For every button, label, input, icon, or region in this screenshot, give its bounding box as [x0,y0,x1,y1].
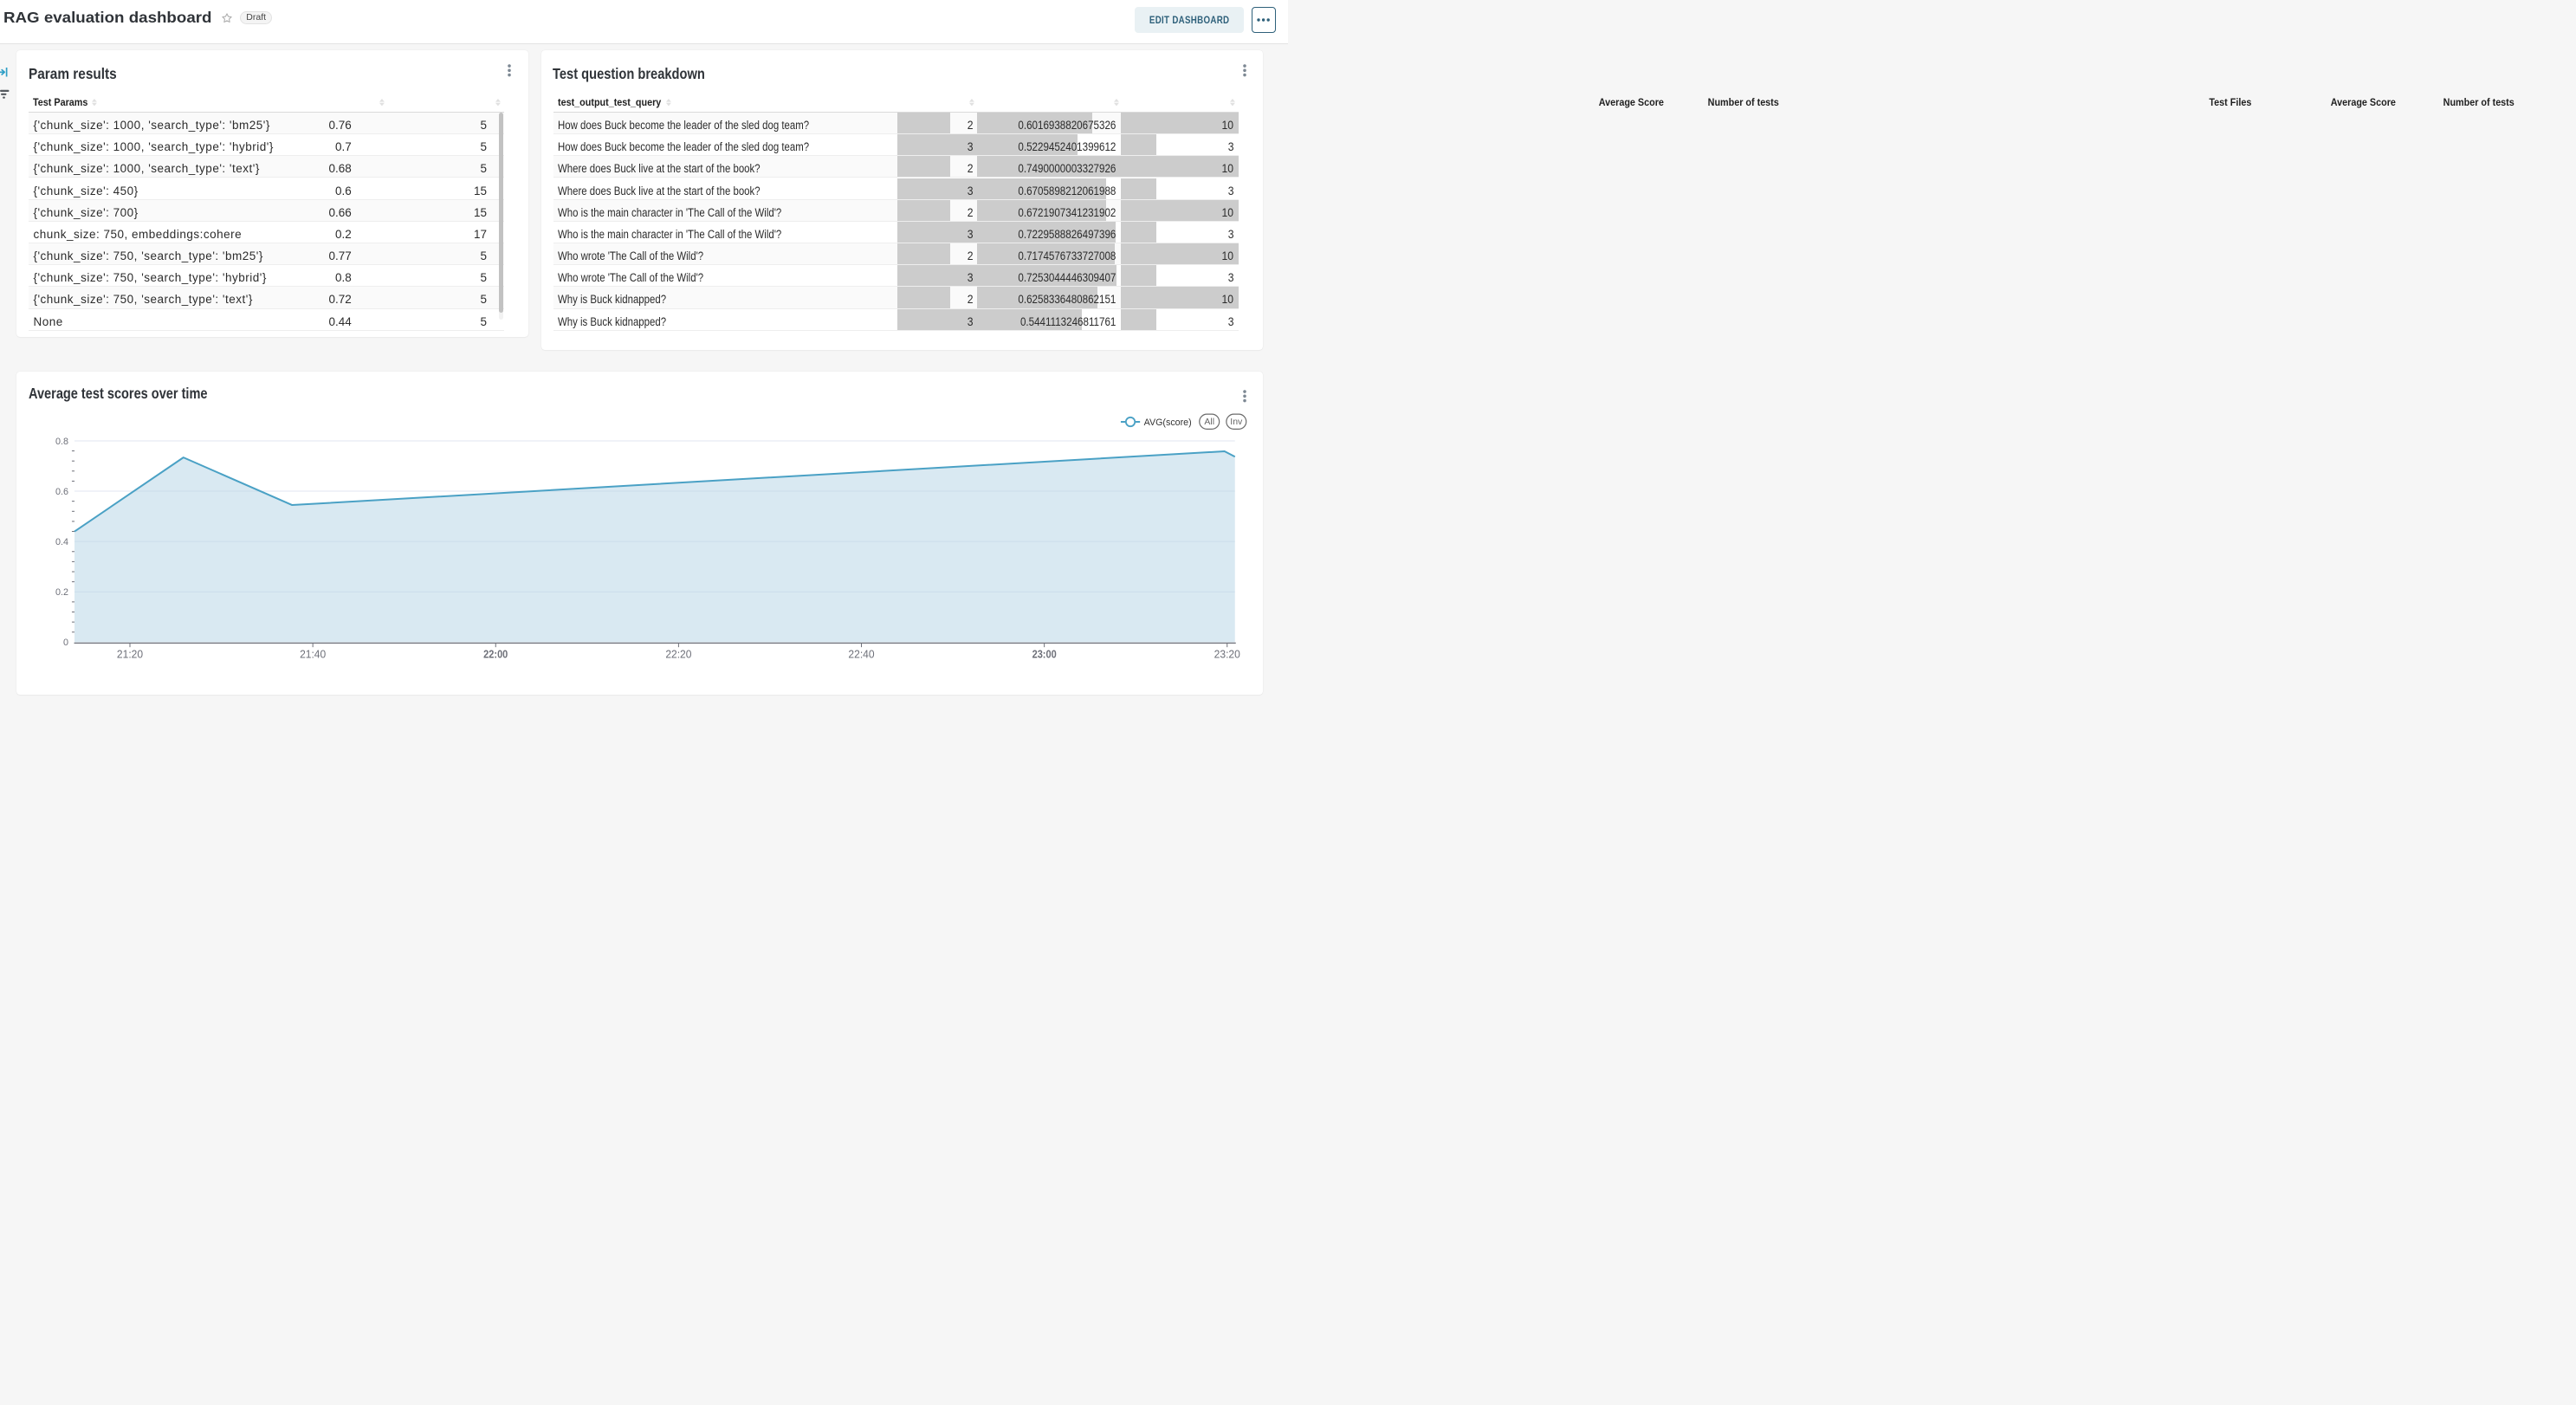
svg-text:22:20: 22:20 [666,648,692,660]
svg-text:23:00: 23:00 [1032,648,1057,661]
svg-text:0: 0 [63,638,68,648]
svg-text:21:40: 21:40 [300,648,326,660]
svg-text:22:40: 22:40 [849,648,875,660]
svg-text:0.8: 0.8 [55,437,68,447]
svg-text:21:20: 21:20 [117,648,143,660]
svg-text:0.6: 0.6 [55,487,68,497]
svg-text:All: All [1205,417,1215,427]
svg-text:0.2: 0.2 [55,587,68,598]
svg-text:Inv: Inv [1231,417,1244,427]
svg-text:0.4: 0.4 [55,537,68,547]
svg-text:AVG(score): AVG(score) [1144,418,1192,428]
svg-text:22:00: 22:00 [483,648,508,661]
svg-text:23:20: 23:20 [1214,648,1240,660]
